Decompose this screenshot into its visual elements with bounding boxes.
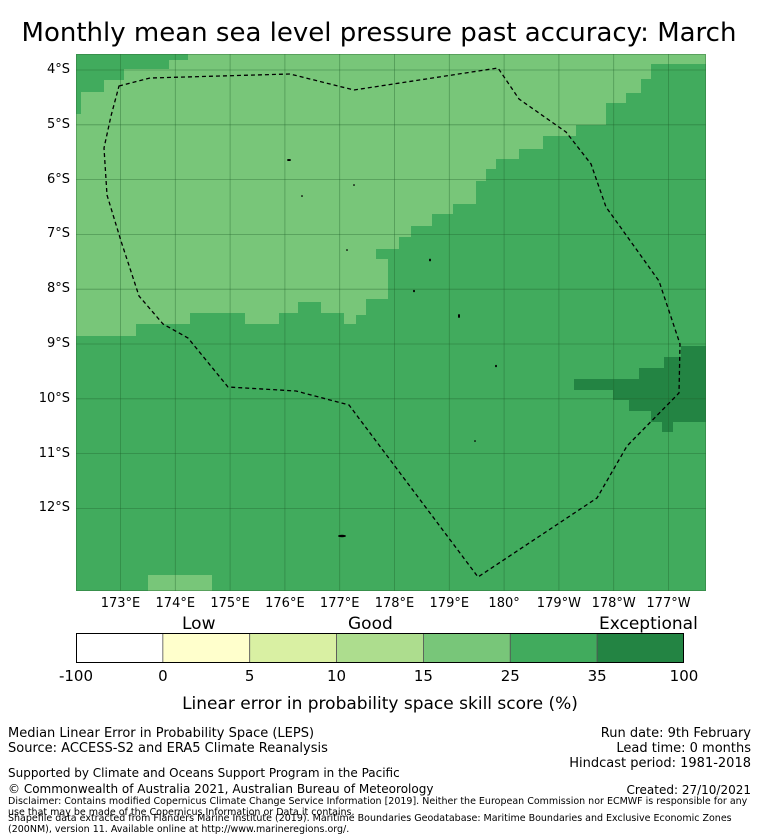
category-low: Low xyxy=(182,614,216,634)
data-source: Source: ACCESS-S2 and ERA5 Climate Reana… xyxy=(8,741,328,756)
colorbar-tick-label: 25 xyxy=(500,667,520,685)
skill-region-exceptional xyxy=(574,346,706,432)
latitude-label: 5°S xyxy=(46,116,70,132)
longitude-label: 179°W xyxy=(536,596,581,611)
map-title: Monthly mean sea level pressure past acc… xyxy=(21,18,737,48)
latitude-label: 7°S xyxy=(46,226,70,242)
category-good: Good xyxy=(348,614,393,634)
latitude-label: 9°S xyxy=(46,336,70,351)
longitude-label: 177°E xyxy=(319,596,360,611)
graticule xyxy=(76,54,706,591)
colorbar-outline xyxy=(76,633,684,663)
latitude-label: 6°S xyxy=(46,171,70,187)
colorbar-segment xyxy=(162,633,251,663)
category-exceptional: Exceptional xyxy=(599,614,698,634)
skill-region-corner-nw xyxy=(76,54,188,114)
shapefile-credit: Shapefile data extracted from Flanders M… xyxy=(8,813,732,835)
skill-region-good-15-25-south xyxy=(148,575,212,591)
colorbar-segment xyxy=(336,633,424,663)
longitude-label: 177°W xyxy=(646,596,691,611)
colorbar-tick-label: 35 xyxy=(587,667,607,685)
latitude-label: 12°S xyxy=(38,500,70,516)
colorbar-tick-label: 10 xyxy=(327,667,347,685)
disclaimer: Disclaimer: Contains modified Copernicus… xyxy=(8,796,748,818)
lead-time: Lead time: 0 months xyxy=(616,741,751,756)
leps-description: Median Linear Error in Probability Space… xyxy=(8,726,315,741)
longitude-label: 173°E xyxy=(100,596,141,611)
longitude-label: 175°E xyxy=(210,596,250,611)
colorbar-segment xyxy=(249,633,337,663)
colorbar-label: Linear error in probability space skill … xyxy=(182,694,578,714)
support-note: Supported by Climate and Oceans Support … xyxy=(8,766,400,780)
colorbar-tick-label: 0 xyxy=(158,667,168,685)
copyright: © Commonwealth of Australia 2021, Austra… xyxy=(8,782,434,796)
longitude-label: 178°E xyxy=(374,596,415,611)
colorbar-segment xyxy=(509,633,598,663)
latitude-label: 8°S xyxy=(46,281,70,297)
colorbar xyxy=(76,633,684,663)
colorbar-tick-label: 5 xyxy=(244,667,255,685)
created-date: Created: 27/10/2021 xyxy=(626,783,751,797)
latitude-label: 4°S xyxy=(46,62,70,77)
skill-map xyxy=(76,54,706,591)
colorbar-segment xyxy=(596,633,684,663)
latitude-label: 10°S xyxy=(38,390,70,406)
eez-boundary xyxy=(103,67,681,578)
hindcast-period: Hindcast period: 1981-2018 xyxy=(569,756,751,771)
longitude-label: 180° xyxy=(488,596,520,611)
latitude-label: 11°S xyxy=(38,445,70,461)
colorbar-tick-label: 100 xyxy=(669,667,699,685)
colorbar-tick-label: -100 xyxy=(58,667,94,685)
longitude-label: 178°W xyxy=(591,596,636,611)
colorbar-segment xyxy=(423,633,511,663)
longitude-label: 176°E xyxy=(265,596,305,611)
skill-region-good-15-25 xyxy=(76,54,706,336)
colorbar-tick-label: 15 xyxy=(413,667,433,685)
longitude-label: 174°E xyxy=(155,596,196,611)
longitude-label: 179°E xyxy=(429,596,470,611)
islands xyxy=(287,159,497,538)
run-date: Run date: 9th February xyxy=(600,726,751,741)
colorbar-segment xyxy=(76,633,164,663)
